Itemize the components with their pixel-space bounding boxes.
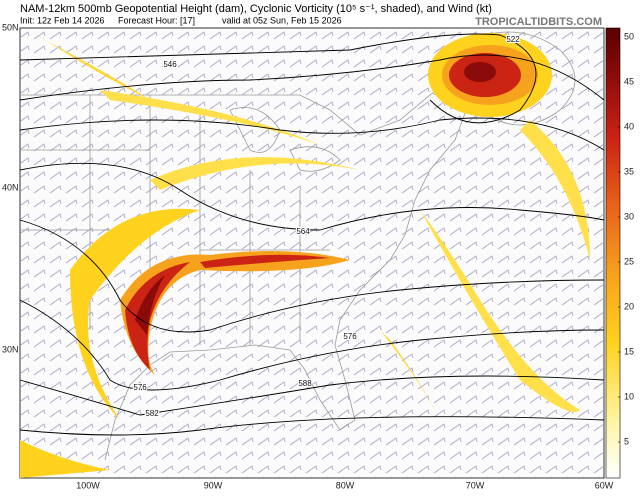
- colorbar-tick-label: 50: [624, 31, 634, 41]
- colorbar-tick-label: 5: [624, 436, 629, 446]
- init-time: Init: 12z Feb 14 2026: [20, 15, 105, 25]
- longitude-label: 80W: [336, 480, 355, 490]
- title: NAM-12km 500mb Geopotential Height (dam)…: [20, 3, 492, 15]
- colorbar-tick-label: 35: [624, 166, 634, 176]
- contour-label: 588: [298, 379, 312, 388]
- latitude-label: 30N: [2, 344, 19, 354]
- latitude-label: 40N: [2, 182, 19, 192]
- map: [19, 27, 605, 479]
- latitude-label: 50N: [2, 22, 19, 32]
- colorbar-tick-label: 45: [624, 76, 634, 86]
- contour-label: 582: [145, 409, 159, 418]
- colorbar-tick-label: 20: [624, 301, 634, 311]
- colorbar-tick-label: 25: [624, 256, 634, 266]
- longitude-label: 90W: [204, 480, 223, 490]
- source: TROPICALTIDBITS.COM: [475, 16, 602, 28]
- colorbar-tick-label: 15: [624, 346, 634, 356]
- colorbar-tick-label: 40: [624, 121, 634, 131]
- longitude-label: 70W: [466, 480, 485, 490]
- valid-time: valid at 05z Sun, Feb 15 2026: [222, 15, 342, 25]
- vorticity-shading: [20, 30, 590, 478]
- contour-label: 576: [343, 332, 357, 341]
- contour-label: 564: [296, 227, 310, 236]
- longitude-label: 60W: [595, 480, 614, 490]
- contour-labels: 522 546 564 576 576 582 588: [132, 34, 521, 419]
- longitude-label: 100W: [76, 480, 100, 490]
- contour-label: 546: [163, 60, 177, 69]
- forecast-hour: Forecast Hour: [17]: [118, 15, 195, 25]
- colorbar-tick-label: 30: [624, 211, 634, 221]
- colorbar-tick-label: 10: [624, 391, 634, 401]
- contour-label: 576: [133, 383, 147, 392]
- colorbar: [605, 27, 621, 479]
- contour-label: 522: [506, 35, 520, 44]
